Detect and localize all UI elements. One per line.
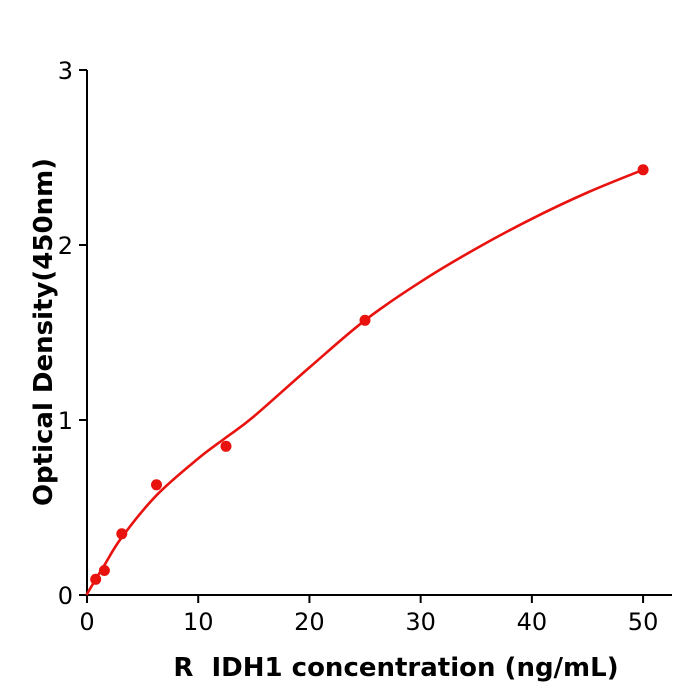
data-point xyxy=(220,440,232,452)
x-tick-label: 0 xyxy=(79,608,94,636)
x-tick-label: 20 xyxy=(294,608,325,636)
y-axis-title: Optical Density(450nm) xyxy=(29,158,59,506)
y-tick-label: 2 xyxy=(58,232,73,260)
x-tick-label: 30 xyxy=(405,608,436,636)
x-tick-label: 40 xyxy=(517,608,548,636)
x-tick-label: 10 xyxy=(183,608,214,636)
data-point xyxy=(90,573,102,585)
data-point xyxy=(359,314,371,326)
axes: 0 10 20 30 40 50 0 1 2 3 xyxy=(58,57,672,636)
fit-curve-path xyxy=(85,168,645,596)
data-point xyxy=(98,565,110,576)
x-axis-title: R IDH1 concentration (ng/mL) xyxy=(173,653,618,683)
data-point xyxy=(151,479,162,491)
fit-curve xyxy=(85,168,645,596)
y-tick-label: 3 xyxy=(58,57,73,85)
x-tick-label: 50 xyxy=(628,608,659,636)
y-tick-label: 0 xyxy=(58,582,73,610)
y-tick-label: 1 xyxy=(58,407,73,435)
data-point xyxy=(116,528,128,540)
data-points xyxy=(90,164,649,585)
data-point xyxy=(637,164,649,176)
